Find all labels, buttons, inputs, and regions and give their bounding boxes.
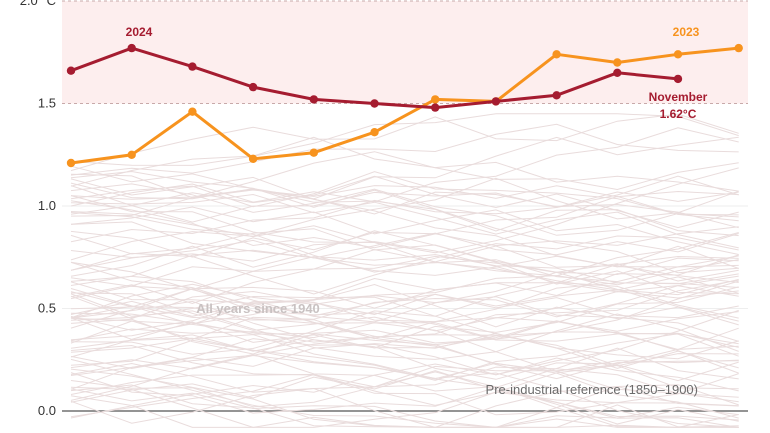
background-year-line: [70, 127, 739, 207]
pre-industrial-reference-label: Pre-industrial reference (1850–1900): [486, 382, 698, 397]
y-tick-label: 1.5: [38, 96, 56, 111]
last-value-label: 1.62°C: [660, 107, 697, 121]
background-year-line: [70, 286, 739, 349]
background-year-line: [70, 387, 739, 428]
background-year-line: [70, 254, 739, 341]
series-2024-point: [431, 103, 440, 112]
background-year-line: [70, 123, 739, 176]
background-year-line: [70, 295, 739, 369]
series-2024-point: [552, 91, 561, 100]
background-year-line: [70, 183, 739, 236]
series-2023-point: [188, 107, 197, 116]
background-year-line: [70, 171, 739, 222]
background-year-line: [70, 151, 739, 199]
series-2023-point: [127, 150, 136, 159]
background-year-line: [70, 261, 739, 380]
background-year-line: [70, 338, 739, 392]
series-2024-point: [491, 97, 501, 106]
background-year-line: [70, 361, 739, 408]
background-year-line: [70, 281, 739, 355]
series-2023-point: [66, 158, 76, 168]
background-year-line: [70, 232, 739, 271]
series-2023-point: [552, 50, 561, 59]
y-tick-label: 0.0: [38, 403, 56, 418]
background-year-line: [70, 364, 739, 406]
background-year-line: [70, 295, 739, 342]
background-year-line: [70, 228, 739, 282]
series-2024-point: [127, 43, 136, 53]
background-year-line: [70, 370, 739, 428]
background-year-line: [70, 136, 739, 200]
series-2023-point: [673, 50, 683, 59]
background-year-line: [70, 372, 739, 421]
grid-layer: 0.0 0.5 1.0 1.5 2.0 °C: [20, 0, 748, 418]
series-2024-point: [613, 68, 622, 78]
background-year-line: [70, 334, 739, 419]
background-year-line: [70, 288, 739, 340]
background-year-line: [70, 235, 739, 295]
series-label-2024: 2024: [126, 25, 153, 39]
series-2023-point: [309, 148, 318, 157]
background-year-line: [70, 283, 739, 344]
background-year-line: [70, 285, 739, 340]
series-2024-point: [673, 74, 683, 84]
background-year-line: [70, 386, 739, 428]
background-year-line: [70, 362, 739, 398]
last-month-label: November: [649, 90, 708, 104]
background-year-line: [70, 385, 739, 428]
background-year-line: [70, 136, 739, 192]
background-year-line: [70, 113, 739, 166]
background-year-line: [70, 188, 739, 229]
series-2024-point: [370, 99, 379, 108]
background-year-line: [70, 195, 739, 249]
highlight-band-rect: [62, 1, 748, 104]
series-2024-point: [188, 62, 197, 71]
series-2024-point: [309, 95, 318, 104]
series-2023-point: [613, 58, 622, 67]
series-2024-point: [248, 82, 258, 92]
background-years-layer: [70, 113, 739, 428]
background-year-line: [70, 195, 739, 294]
series-2024-point: [66, 66, 76, 75]
background-year-line: [70, 241, 739, 293]
background-year-line: [70, 257, 739, 323]
background-year-line: [70, 344, 739, 416]
background-year-line: [70, 337, 739, 428]
background-year-line: [70, 291, 739, 373]
background-year-line: [70, 249, 739, 286]
y-tick-label: 0.5: [38, 301, 56, 316]
background-year-line: [70, 318, 739, 355]
y-tick-label: 2.0 °C: [20, 0, 56, 8]
series-2023-line: [70, 46, 739, 165]
background-year-line: [70, 170, 739, 274]
series-2023-point: [248, 154, 258, 163]
series-2023-point: [370, 128, 379, 137]
background-year-line: [70, 353, 739, 425]
series-layer: [66, 43, 743, 168]
background-year-line: [70, 185, 739, 217]
series-2023-point: [431, 95, 440, 104]
background-year-line: [70, 193, 739, 249]
background-year-line: [70, 395, 739, 428]
highlight-band-layer: [62, 1, 748, 104]
background-year-line: [70, 175, 739, 243]
series-2023-point: [734, 43, 743, 53]
background-year-line: [70, 273, 739, 331]
background-years-label: All years since 1940: [196, 301, 320, 316]
background-year-line: [70, 175, 739, 229]
y-tick-label: 1.0: [38, 198, 56, 213]
background-year-line: [70, 334, 739, 380]
background-year-line: [70, 255, 739, 322]
background-year-line: [70, 279, 739, 390]
background-year-line: [70, 320, 739, 357]
background-year-line: [70, 309, 739, 419]
background-year-line: [70, 191, 739, 223]
series-label-2023: 2023: [673, 25, 700, 39]
background-year-line: [70, 113, 739, 172]
